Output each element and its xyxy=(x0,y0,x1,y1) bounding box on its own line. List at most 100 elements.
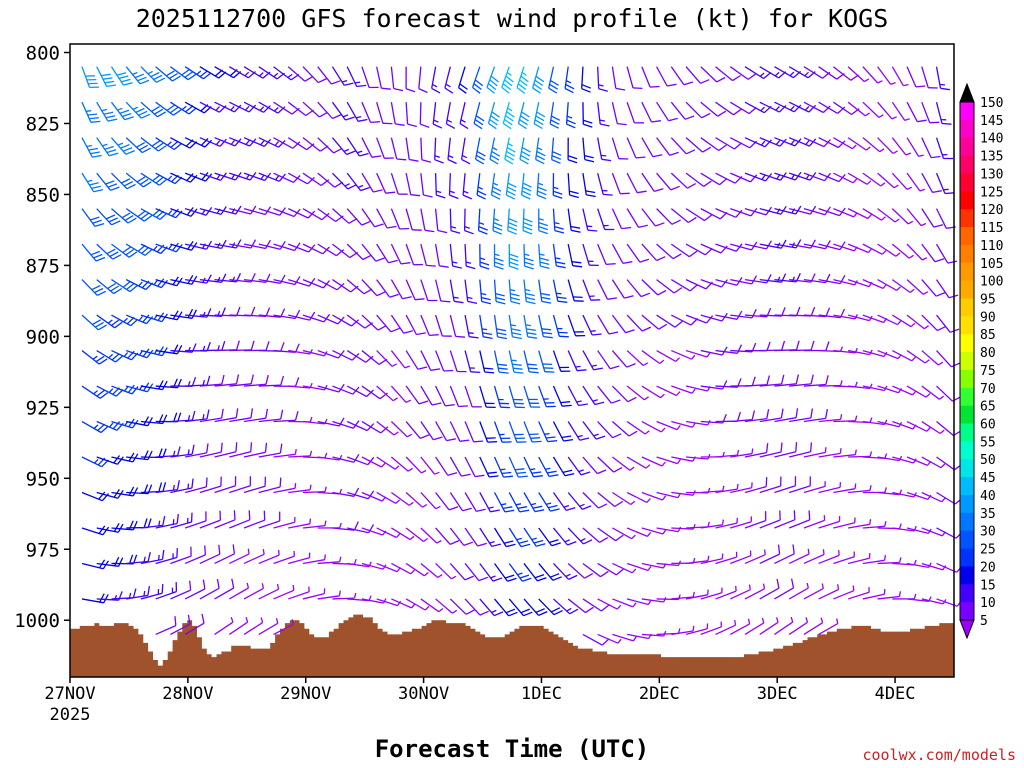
wind-barb xyxy=(125,314,154,325)
barb-flag xyxy=(538,221,549,227)
wind-barb xyxy=(376,562,401,573)
barb-half-flag xyxy=(643,396,649,401)
barb-flag xyxy=(190,208,198,217)
barb-flag xyxy=(353,453,360,463)
wind-barb xyxy=(317,556,342,565)
barb-half-flag xyxy=(892,150,898,154)
barb-flag xyxy=(338,383,345,393)
barb-half-flag xyxy=(881,216,886,221)
wind-barb xyxy=(670,243,698,258)
barb-flag xyxy=(809,442,813,452)
barb-staff xyxy=(361,527,383,536)
barb-flag xyxy=(90,151,100,155)
barb-flag xyxy=(92,154,102,158)
wind-barb xyxy=(774,408,799,423)
barb-staff xyxy=(626,350,644,366)
barb-flag xyxy=(90,216,100,221)
barb-half-flag xyxy=(760,140,766,146)
barb-staff xyxy=(317,243,337,257)
wind-barb xyxy=(199,544,221,565)
barb-staff xyxy=(788,587,809,600)
barb-staff xyxy=(685,243,706,256)
barb-staff xyxy=(847,66,865,83)
barb-flag xyxy=(459,123,469,130)
barb-half-flag xyxy=(919,188,926,192)
barb-flag xyxy=(432,123,443,129)
barb-staff xyxy=(508,492,521,513)
barb-flag xyxy=(534,119,544,126)
barb-staff xyxy=(921,491,942,503)
barb-flag xyxy=(558,331,568,334)
barb-staff xyxy=(376,527,397,539)
barb-half-flag xyxy=(217,345,220,351)
barb-half-flag xyxy=(324,520,327,526)
wind-barb xyxy=(921,314,947,332)
wind-barb xyxy=(508,421,527,443)
barb-flag xyxy=(147,585,151,596)
barb-half-flag xyxy=(339,522,342,529)
barb-flag xyxy=(612,433,622,439)
wind-barb xyxy=(582,350,604,371)
wind-barb xyxy=(479,385,496,409)
barb-flag xyxy=(141,147,152,154)
y-tick-label: 925 xyxy=(26,397,60,419)
barb-staff xyxy=(700,243,722,254)
wind-barb xyxy=(862,419,888,426)
barb-staff xyxy=(611,350,628,368)
barb-staff xyxy=(641,385,661,399)
barb-half-flag xyxy=(913,559,917,566)
barb-staff xyxy=(877,243,897,257)
barb-half-flag xyxy=(309,484,312,490)
wind-barb xyxy=(552,244,566,269)
barb-flag xyxy=(519,574,530,579)
wind-barb xyxy=(505,173,517,200)
wind-barb xyxy=(229,101,257,113)
barb-half-flag xyxy=(789,71,795,77)
barb-staff xyxy=(715,590,737,600)
wind-barb xyxy=(906,172,926,192)
barb-staff xyxy=(715,172,736,184)
barb-staff xyxy=(921,350,939,366)
wind-barb xyxy=(533,102,546,130)
x-tick-label: 30NOV xyxy=(398,684,449,704)
barb-half-flag xyxy=(109,422,114,428)
credit-text: coolwx.com/models xyxy=(862,746,1016,764)
wind-barb xyxy=(361,172,383,193)
barb-flag xyxy=(106,84,117,88)
barb-flag xyxy=(99,593,105,603)
barb-half-flag xyxy=(884,487,887,493)
barb-staff xyxy=(538,279,543,302)
wind-barb xyxy=(302,588,326,600)
barb-staff xyxy=(685,137,704,153)
colorbar-segment xyxy=(960,280,974,299)
wind-barb xyxy=(155,208,183,219)
barb-half-flag xyxy=(529,468,536,471)
barb-staff xyxy=(567,314,577,337)
barb-staff xyxy=(641,420,662,433)
wind-barb xyxy=(464,598,489,616)
barb-flag xyxy=(99,392,109,399)
barb-flag xyxy=(481,300,492,305)
wind-barb xyxy=(877,349,902,360)
barb-half-flag xyxy=(154,348,158,355)
barb-staff xyxy=(390,385,407,403)
barb-half-flag xyxy=(906,186,913,190)
barb-flag xyxy=(479,265,490,270)
barb-half-flag xyxy=(434,155,441,159)
wind-barb xyxy=(508,314,522,340)
barb-staff xyxy=(434,279,442,302)
barb-staff xyxy=(685,560,708,565)
wind-barb xyxy=(671,314,699,326)
barb-flag xyxy=(567,159,578,164)
wind-barb xyxy=(170,410,196,423)
barb-staff xyxy=(434,208,439,231)
wind-barb xyxy=(126,416,153,427)
barb-staff xyxy=(302,243,324,255)
wind-barb xyxy=(184,171,213,182)
wind-barb xyxy=(448,173,459,200)
barb-flag xyxy=(489,118,498,126)
barb-staff xyxy=(730,314,753,319)
barb-staff xyxy=(686,456,709,460)
barb-staff xyxy=(597,562,617,576)
wind-barb xyxy=(214,408,239,423)
